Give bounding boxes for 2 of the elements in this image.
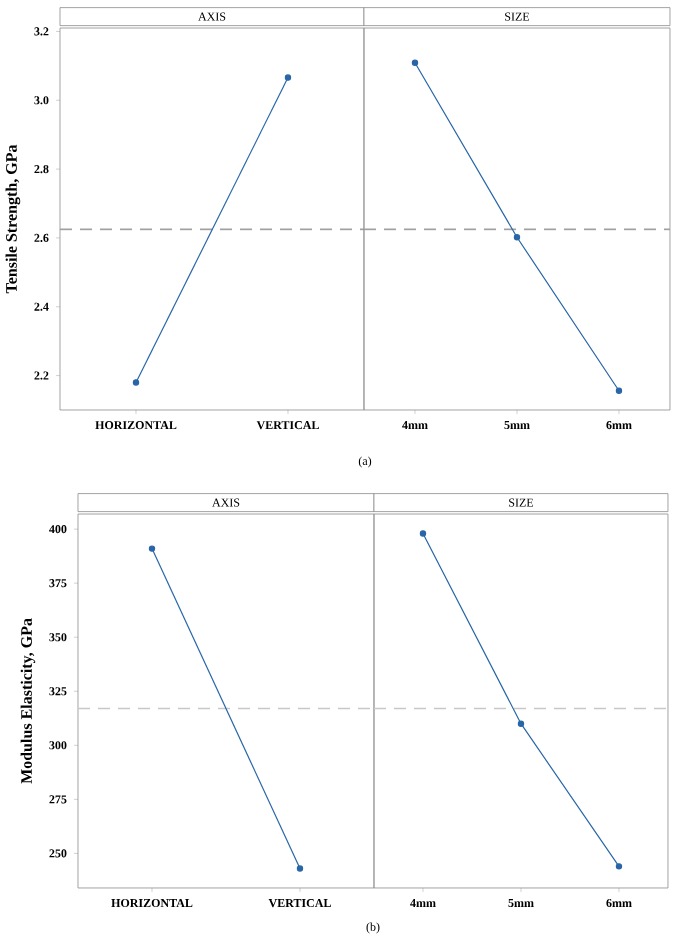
y-axis-title: Modulus Elasticity, GPa bbox=[20, 618, 36, 784]
y-axis-title: Tensile Strength, GPa bbox=[5, 144, 21, 294]
